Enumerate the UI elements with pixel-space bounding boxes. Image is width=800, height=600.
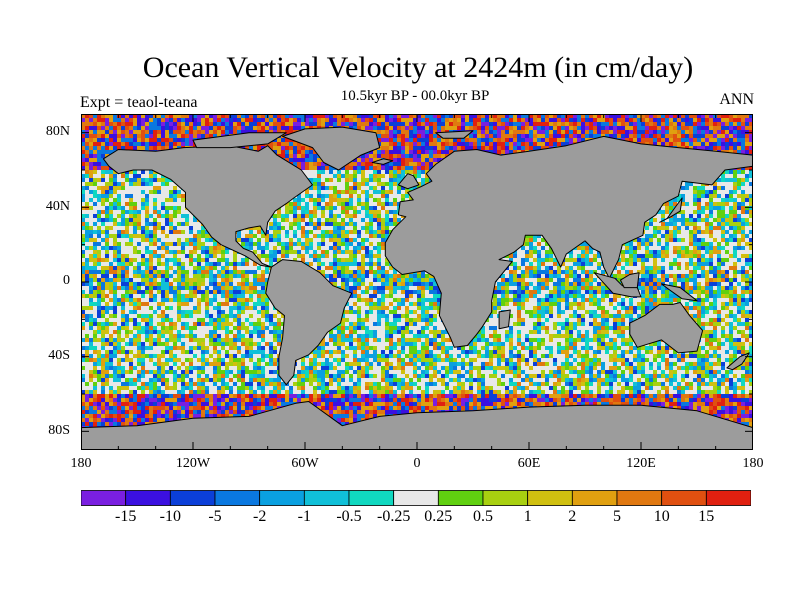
colorbar-label: -2 <box>253 508 267 525</box>
y-tick-80s: 80S <box>48 423 70 438</box>
season-label: ANN <box>719 91 754 108</box>
land-eurasia-africa <box>384 135 753 348</box>
land-australia <box>629 302 704 354</box>
colorbar-label: 1 <box>523 508 532 525</box>
map-title: Ocean Vertical Velocity at 2424m (in cm/… <box>142 51 694 84</box>
land-svalbard-ice <box>435 130 474 139</box>
velocity-map <box>81 114 753 450</box>
colorbar-label: 2 <box>568 508 577 525</box>
land-greenland <box>282 126 381 171</box>
colorbar-label: 10 <box>653 508 670 525</box>
colorbar-label: -10 <box>159 508 181 525</box>
colorbar-label: 0.25 <box>424 508 453 525</box>
land-new-zealand <box>726 352 750 371</box>
colorbar-box <box>259 490 305 506</box>
colorbar-box <box>527 490 573 506</box>
map-ticks <box>81 114 753 450</box>
experiment-label: Expt = teaol-teana <box>80 94 198 111</box>
colorbar-box <box>169 490 216 506</box>
colorbar-label: 15 <box>698 508 715 525</box>
x-tick-60w: 60W <box>291 456 319 471</box>
colorbar-box <box>348 490 395 506</box>
colorbar-box <box>393 490 439 506</box>
x-tick-120w: 120W <box>175 456 211 471</box>
colorbar-label: -0.5 <box>336 508 362 525</box>
land-iceland <box>371 158 394 165</box>
colorbar-label: -15 <box>115 508 137 525</box>
colorbar-label: -5 <box>208 508 222 525</box>
land-antarctica <box>81 401 753 450</box>
colorbar-box <box>571 490 618 506</box>
x-tick-60e: 60E <box>517 456 541 471</box>
y-tick-40s: 40S <box>48 348 70 363</box>
land-indonesia <box>593 272 642 298</box>
colorbar-box <box>705 490 751 506</box>
colorbar-label: -1 <box>297 508 311 525</box>
land-madagascar <box>498 309 511 330</box>
x-tick-180e: 180 <box>742 456 764 471</box>
x-tick-120e: 120E <box>626 456 656 471</box>
colorbar-box <box>81 490 127 506</box>
y-tick-40n: 40N <box>45 199 70 214</box>
y-tick-80n: 80N <box>45 124 70 139</box>
colorbar-box <box>437 490 484 506</box>
land-new-guinea <box>661 283 698 302</box>
colorbar-label: 5 <box>613 508 621 525</box>
land-arctic-islands <box>192 132 287 149</box>
land-japan <box>659 197 683 223</box>
colorbar-box <box>482 490 529 506</box>
land-north-america <box>102 145 313 268</box>
land-south-america <box>265 259 353 386</box>
colorbar-label: -0.25 <box>377 508 411 525</box>
colorbar <box>81 490 751 506</box>
map-subtitle: 10.5kyr BP - 00.0kyr BP <box>340 88 490 104</box>
land-british-isles <box>397 173 420 190</box>
colorbar-box <box>125 490 171 506</box>
colorbar-box <box>616 490 663 506</box>
colorbar-label: 0.5 <box>473 508 493 525</box>
x-tick-180w: 180 <box>70 456 92 471</box>
colorbar-box <box>214 490 261 506</box>
colorbar-box <box>303 490 350 506</box>
land-borneo <box>620 272 640 289</box>
x-tick-0: 0 <box>413 456 421 471</box>
land-masses <box>81 126 753 450</box>
y-tick-eq: 0 <box>63 273 70 288</box>
colorbar-box <box>661 490 707 506</box>
